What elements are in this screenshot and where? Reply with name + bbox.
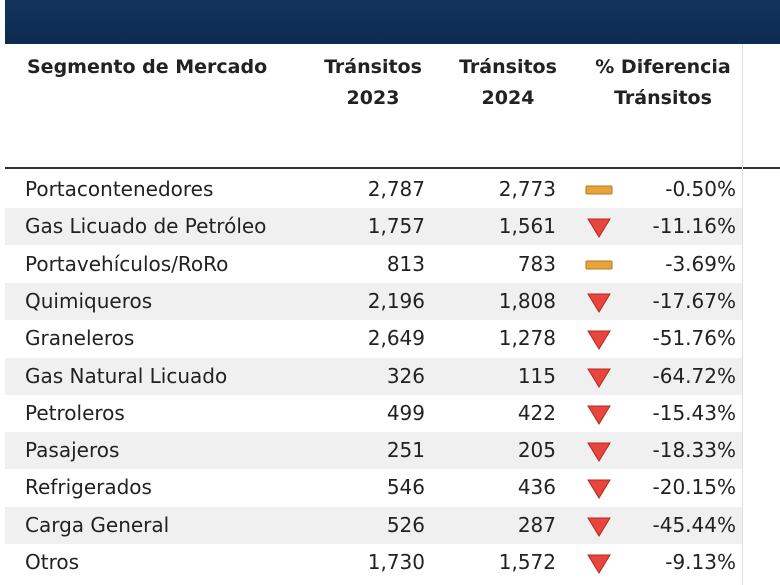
transits-2023: 1,730	[367, 550, 425, 574]
table-row: Graneleros 2,649 1,278 -51.76%	[5, 320, 742, 357]
segment-name: Pasajeros	[25, 438, 120, 463]
status-icon	[587, 479, 611, 500]
transits-2024: 2,773	[498, 177, 556, 201]
segment-name: Gas Natural Licuado	[25, 363, 228, 388]
down-triangle	[587, 517, 611, 537]
percent-difference: -45.44%	[652, 512, 736, 537]
table-row: Portacontenedores 2,787 2,773 -0.50%	[5, 171, 742, 208]
segment-name: Refrigerados	[25, 475, 152, 500]
status-icon	[587, 554, 611, 574]
table-row: Petroleros 499 422 -15.43%	[5, 395, 742, 432]
transits-2024: 422	[517, 400, 556, 425]
transits-2023: 2,649	[367, 326, 425, 351]
column-header: % Diferencia Tránsitos	[595, 56, 731, 109]
status-icon	[587, 330, 611, 351]
status-icon	[587, 442, 611, 463]
header-divider	[5, 167, 780, 169]
status-icon	[585, 260, 613, 270]
percent-difference: -18.33%	[652, 438, 736, 463]
segment-name: Graneleros	[25, 326, 135, 351]
down-triangle	[587, 368, 611, 388]
segment-name: Petroleros	[25, 400, 125, 425]
table-row: Portavehículos/RoRo 813 783 -3.69%	[5, 246, 742, 283]
segment-name: Portavehículos/RoRo	[25, 251, 229, 276]
down-triangle	[587, 479, 611, 500]
percent-difference: -15.43%	[652, 400, 736, 425]
transits-2023: 2,787	[367, 177, 425, 201]
transits-2024: 436	[517, 475, 556, 500]
column-header: Segmento de Mercado	[27, 56, 268, 78]
status-icon	[587, 368, 611, 388]
transits-2023: 499	[386, 400, 425, 425]
table-row: Refrigerados 546 436 -20.15%	[5, 469, 742, 506]
segment-name: Quimiqueros	[25, 288, 153, 313]
down-triangle	[587, 442, 611, 463]
segment-name: Gas Licuado de Petróleo	[25, 214, 267, 239]
table-row: Carga General 526 287 -45.44%	[5, 506, 742, 544]
table-row: Pasajeros 251 205 -18.33%	[5, 432, 742, 470]
transits-2024: 205	[517, 438, 556, 463]
status-icon	[587, 517, 611, 537]
status-icon	[587, 218, 611, 239]
percent-difference: -3.69%	[665, 251, 736, 276]
table-row: Gas Licuado de Petróleo 1,757 1,561 -11.16%	[5, 208, 742, 246]
transits-2024: 1,561	[498, 214, 556, 239]
down-triangle	[587, 293, 611, 313]
status-icon	[585, 185, 613, 195]
percent-difference: -64.72%	[652, 363, 736, 388]
transits-2023: 546	[386, 475, 425, 500]
table-row: Quimiqueros 2,196 1,808 -17.67%	[5, 282, 742, 320]
column-edge	[742, 44, 743, 585]
segment-name: Otros	[25, 550, 80, 574]
down-triangle	[587, 405, 611, 425]
status-icon	[587, 293, 611, 313]
transits-2024: 287	[517, 512, 556, 537]
neutral-dash	[585, 185, 613, 195]
transits-2023: 2,196	[367, 288, 425, 313]
status-icon	[587, 405, 611, 425]
segment-name: Carga General	[25, 512, 170, 537]
table-row: Gas Natural Licuado 326 115 -64.72%	[5, 357, 742, 395]
transits-2024: 1,278	[498, 326, 556, 351]
percent-difference: -11.16%	[652, 214, 736, 239]
transits-2023: 813	[386, 251, 425, 276]
percent-difference: -0.50%	[665, 177, 736, 201]
percent-difference: -9.13%	[665, 550, 736, 574]
down-triangle	[587, 218, 611, 239]
neutral-dash	[585, 260, 613, 270]
transits-2024: 1,808	[498, 288, 556, 313]
transits-2024: 115	[517, 363, 556, 388]
transits-2023: 251	[386, 438, 425, 463]
down-triangle	[587, 554, 611, 574]
column-header: Tránsitos 2023	[324, 56, 422, 109]
transits-2023: 1,757	[367, 214, 425, 239]
transits-2023: 326	[386, 363, 425, 388]
percent-difference: -51.76%	[652, 326, 736, 351]
top-bar	[5, 0, 780, 44]
table-row: Otros 1,730 1,572 -9.13%	[5, 544, 742, 581]
percent-difference: -20.15%	[652, 475, 736, 500]
transits-2024: 783	[517, 251, 556, 276]
transits-2024: 1,572	[498, 550, 556, 574]
segment-name: Portacontenedores	[25, 177, 214, 201]
percent-difference: -17.67%	[652, 288, 736, 313]
down-triangle	[587, 330, 611, 351]
column-header: Tránsitos 2024	[459, 56, 557, 109]
transits-2023: 526	[386, 512, 425, 537]
